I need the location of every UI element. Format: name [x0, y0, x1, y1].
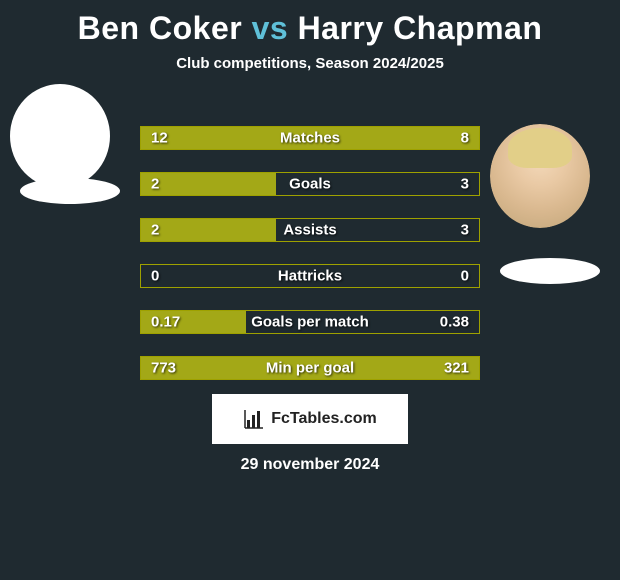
stat-row: 773 321 Min per goal	[140, 356, 480, 380]
stat-label: Goals per match	[251, 314, 369, 331]
stat-label: Goals	[289, 176, 331, 193]
stat-left-value: 0.17	[151, 314, 180, 331]
stat-label: Hattricks	[278, 268, 342, 285]
stat-right-value: 3	[461, 176, 469, 193]
player2-shadow	[500, 258, 600, 284]
date-text: 29 november 2024	[0, 456, 620, 474]
stat-left-value: 2	[151, 222, 159, 239]
stat-right-value: 0.38	[440, 314, 469, 331]
stat-row: 2 3 Assists	[140, 218, 480, 242]
fctables-logo: FcTables.com	[212, 394, 408, 444]
stat-fill-right	[344, 127, 479, 149]
stat-row: 0.17 0.38 Goals per match	[140, 310, 480, 334]
logo-text: FcTables.com	[271, 410, 377, 428]
page-title: Ben Coker vs Harry Chapman	[0, 0, 620, 47]
player1-shadow	[20, 178, 120, 204]
stat-left-value: 2	[151, 176, 159, 193]
vs-text: vs	[252, 10, 289, 46]
player1-name: Ben Coker	[78, 10, 243, 46]
stat-row: 12 8 Matches	[140, 126, 480, 150]
player1-avatar	[10, 84, 110, 188]
stat-right-value: 321	[444, 360, 469, 377]
stat-right-value: 3	[461, 222, 469, 239]
stat-label: Assists	[283, 222, 336, 239]
chart-icon	[243, 408, 265, 430]
stat-left-value: 12	[151, 130, 168, 147]
stat-row: 2 3 Goals	[140, 172, 480, 196]
stats-bars: 12 8 Matches 2 3 Goals 2 3 Assists 0 0 Hattricks 0.1…	[140, 126, 480, 402]
stat-row: 0 0 Hattricks	[140, 264, 480, 288]
stat-fill-left	[141, 219, 276, 241]
stat-right-value: 8	[461, 130, 469, 147]
stat-label: Matches	[280, 130, 340, 147]
stat-label: Min per goal	[266, 360, 354, 377]
stat-right-value: 0	[461, 268, 469, 285]
stat-left-value: 0	[151, 268, 159, 285]
player2-name: Harry Chapman	[298, 10, 543, 46]
player2-avatar	[490, 124, 590, 228]
stat-left-value: 773	[151, 360, 176, 377]
stat-fill-left	[141, 173, 276, 195]
subtitle: Club competitions, Season 2024/2025	[0, 55, 620, 72]
